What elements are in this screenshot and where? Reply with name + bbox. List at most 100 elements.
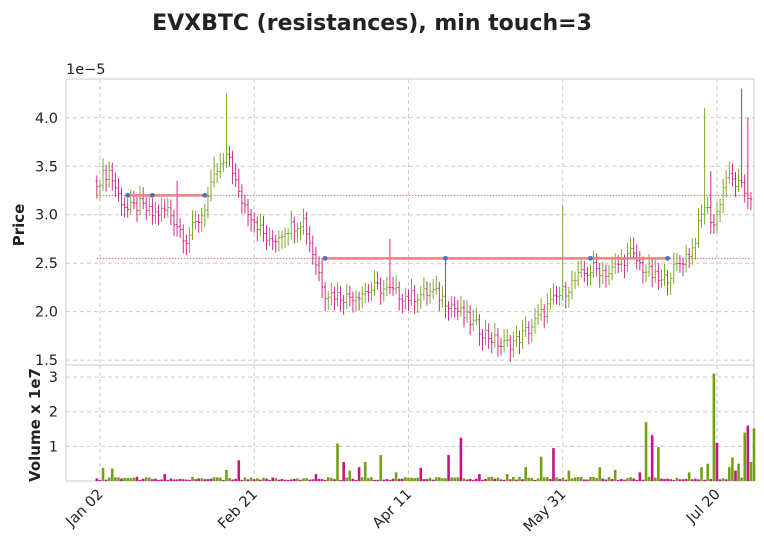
price-tick-label: 1.5 <box>35 353 58 369</box>
volume-bar <box>388 479 392 481</box>
volume-bar <box>650 435 654 481</box>
volume-panel <box>65 364 755 482</box>
volume-bar <box>721 478 725 481</box>
volume-bar <box>425 479 429 481</box>
volume-bar <box>376 479 379 481</box>
volume-bar <box>493 478 497 481</box>
price-gridlines <box>66 117 754 361</box>
volume-bar <box>709 479 713 481</box>
touch-marker <box>125 192 131 198</box>
volume-bar <box>400 478 404 481</box>
volume-bar <box>502 479 506 481</box>
volume-bar <box>694 478 697 481</box>
volume-bar <box>330 477 333 481</box>
volume-bar <box>104 479 108 481</box>
volume-bar <box>428 477 432 481</box>
volume-bar <box>320 479 324 481</box>
volume-bar <box>468 479 472 481</box>
volume-bar <box>305 478 308 481</box>
volume-bar <box>345 477 349 481</box>
volume-bar <box>178 478 182 481</box>
volume-bar <box>373 479 376 481</box>
volume-bar <box>471 479 475 481</box>
volume-bar <box>110 468 114 481</box>
volume-bar <box>657 447 660 481</box>
volume-bar <box>487 477 490 481</box>
volume-bar <box>749 461 753 481</box>
volume-bar <box>243 477 247 481</box>
touch-marker <box>322 255 328 261</box>
volume-bar <box>505 474 509 481</box>
volume-bar <box>237 460 241 481</box>
volume-bar <box>629 477 632 481</box>
volume-bar <box>422 479 426 481</box>
volume-axis-label: Volume x 1e7 <box>26 368 44 482</box>
volume-bar <box>542 477 546 481</box>
price-y-tick-labels: 1.5 2.0 2.5 3.0 3.5 4.0 <box>35 111 58 369</box>
volume-bar <box>228 478 231 481</box>
volume-gridlines <box>66 376 754 447</box>
volume-bar <box>367 478 370 481</box>
volume-bar <box>521 479 524 481</box>
volume-bar <box>231 479 234 481</box>
volume-bar <box>218 477 222 481</box>
volume-bar <box>641 479 645 481</box>
volume-bar <box>530 477 534 481</box>
volume-bar <box>360 477 364 481</box>
volume-bar <box>151 479 154 481</box>
volume-bar <box>138 479 142 481</box>
volume-bar <box>326 477 330 481</box>
volume-bar <box>404 477 407 481</box>
volume-bar <box>194 479 197 481</box>
volume-bar <box>249 477 253 481</box>
volume-bar <box>545 477 549 481</box>
volume-bar <box>564 479 568 481</box>
volume-tick-label: 3 <box>49 370 58 386</box>
volume-bar <box>638 472 642 481</box>
resistance-lines <box>127 194 668 260</box>
volume-bar <box>252 479 256 481</box>
volume-bar <box>589 477 592 481</box>
volume-bar <box>607 477 611 481</box>
volume-bar <box>604 479 608 481</box>
volume-bar <box>697 479 700 481</box>
volume-bar <box>573 477 577 481</box>
volume-bar <box>209 478 213 481</box>
price-tick-label: 2.5 <box>35 256 58 272</box>
volume-bar <box>407 477 410 481</box>
volume-bar <box>527 477 531 481</box>
volume-bar <box>126 478 130 481</box>
volume-bar <box>246 479 250 481</box>
volume-bar <box>681 479 685 481</box>
volume-bar <box>265 478 268 481</box>
volume-bar <box>743 432 747 481</box>
volume-bar <box>499 479 503 481</box>
volume-bar <box>391 478 395 481</box>
volume-bar <box>663 479 666 481</box>
volume-bar <box>262 477 265 481</box>
volume-bar <box>715 442 719 481</box>
volume-bar <box>536 478 540 481</box>
volume-bar <box>271 477 275 481</box>
volume-bar <box>416 477 420 481</box>
price-offset-text: 1e−5 <box>66 62 106 78</box>
volume-bar <box>700 467 703 481</box>
volume-bar <box>666 478 669 481</box>
volume-bar <box>154 478 157 481</box>
volume-bar <box>724 479 728 481</box>
volume-tick-label: 1 <box>49 439 58 455</box>
volume-bar <box>166 479 170 481</box>
volume-bar <box>293 478 296 481</box>
volume-bar <box>255 478 259 481</box>
volume-bar <box>308 479 312 481</box>
volume-bar <box>678 479 682 481</box>
volume-bar <box>413 478 416 481</box>
price-tick-label: 3.5 <box>35 159 58 175</box>
volume-bar <box>746 425 750 481</box>
volume-bar <box>141 478 145 481</box>
volume-bar <box>672 479 676 481</box>
price-tick-label: 3.0 <box>35 208 58 224</box>
price-axis-label: Price <box>10 204 28 247</box>
touch-markers <box>125 192 671 261</box>
